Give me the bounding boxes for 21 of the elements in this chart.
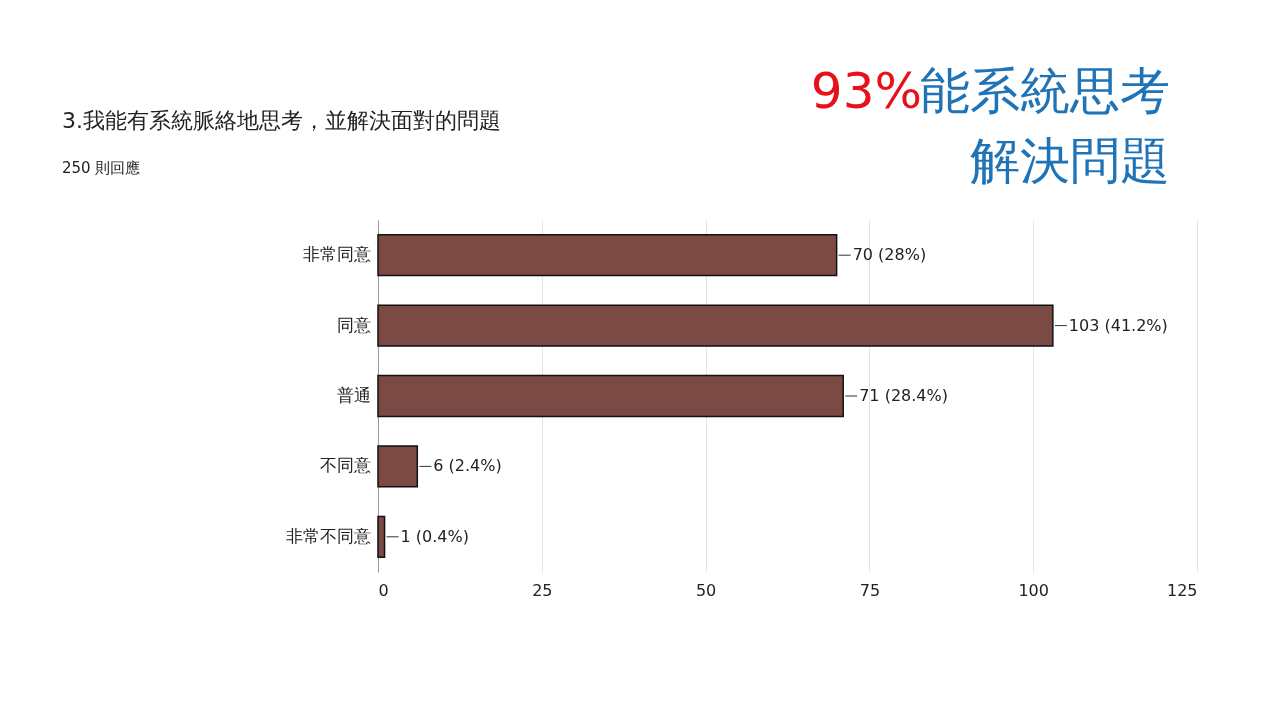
text: 93% — [810, 62, 922, 120]
text: 250 則回應 — [62, 159, 141, 177]
x-tick-label: 0 — [378, 580, 389, 600]
y-tick-label: 普通 — [336, 385, 371, 405]
data-label: 6 (2.4%) — [433, 456, 502, 476]
y-tick-label: 非常同意 — [302, 244, 371, 265]
data-label: 1 (0.4%) — [400, 526, 469, 546]
data-label: 103 (41.2%) — [1068, 315, 1168, 335]
x-tick-label: 25 — [532, 580, 553, 600]
x-tick-label: 75 — [859, 580, 881, 600]
x-tick-label: 50 — [695, 580, 717, 600]
data-label: 70 (28%) — [852, 245, 927, 265]
x-tick-label: 125 — [1166, 580, 1198, 600]
x-tick-label: 100 — [1018, 580, 1049, 600]
text: 解決問題 — [970, 132, 1170, 190]
y-tick-label: 同意 — [336, 314, 371, 335]
chart-title: 3.我能有系統脈絡地思考，並解決面對的問題 — [62, 108, 501, 133]
y-tick-label: 非常不同意 — [285, 525, 371, 546]
y-tick-label: 不同意 — [319, 455, 371, 476]
data-label: 71 (28.4%) — [859, 386, 948, 405]
text: 能系統思考 — [920, 62, 1170, 120]
